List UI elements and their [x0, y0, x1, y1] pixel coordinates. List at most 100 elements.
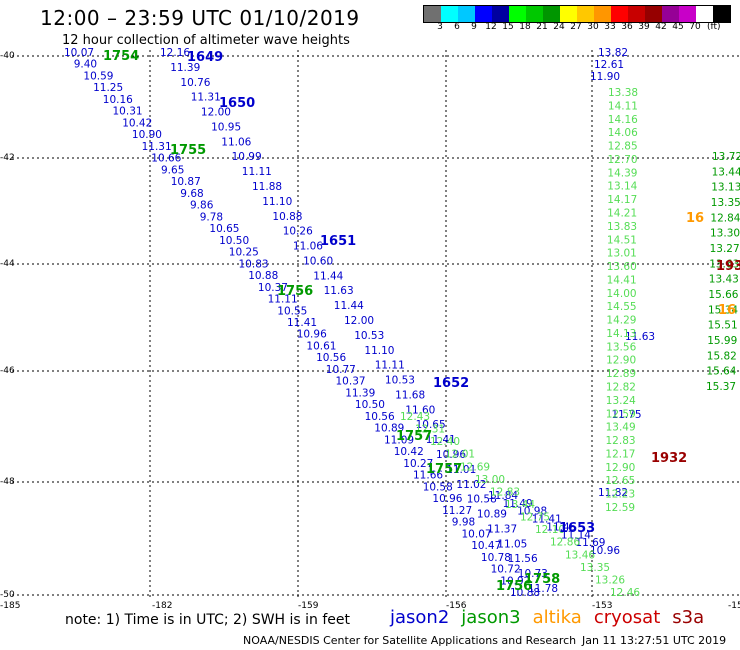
legend-swatch	[441, 6, 458, 22]
wave-height-value: 13.49	[606, 422, 636, 434]
legend-swatch	[560, 6, 577, 22]
legend-swatch	[662, 6, 679, 22]
lat-tick-label: -44	[0, 259, 15, 269]
legend-label: 33	[604, 22, 616, 32]
legend-label: 15	[502, 22, 514, 32]
wave-height-value: 10.61	[306, 341, 336, 353]
wave-height-value: 14.17	[607, 194, 637, 206]
satellite-name: s3a	[672, 607, 705, 628]
wave-height-value: 11.78	[528, 583, 558, 595]
legend-label: 3	[437, 22, 443, 32]
satellite-legend: jason2 jason3 altika cryosat s3a	[390, 607, 716, 628]
legend-swatch	[594, 6, 611, 22]
wave-height-value: 14.21	[607, 208, 637, 220]
wave-height-value: 14.29	[606, 315, 636, 327]
wave-height-value: 10.96	[297, 329, 327, 341]
pass-time-label: 16	[718, 303, 736, 318]
pass-time-label: 1757	[396, 429, 432, 444]
wave-height-value: 13.24	[606, 395, 636, 407]
wave-height-value: 12.01	[445, 449, 475, 461]
wave-height-value: 10.88	[510, 587, 540, 599]
wave-height-value: 9.86	[190, 200, 214, 212]
wave-height-value: 11.41	[426, 434, 456, 446]
legend-label: 18	[519, 22, 531, 32]
pass-time-label: 1650	[219, 96, 255, 111]
wave-height-value: 15.37	[706, 381, 736, 393]
pass-time-label: 1651	[320, 234, 356, 249]
wave-height-value: 13.13	[711, 182, 740, 194]
wave-height-value: 10.37	[336, 376, 366, 388]
wave-height-value: 13.83	[607, 221, 637, 233]
wave-height-value: 10.83	[239, 258, 269, 270]
wave-height-value: 10.90	[132, 129, 162, 141]
legend-unit: (ft)	[707, 22, 721, 32]
wave-height-value: 14.39	[607, 167, 637, 179]
wave-height-value: 10.16	[103, 94, 133, 106]
wave-height-value: 11.82	[598, 487, 628, 499]
lon-tick-label: -185	[0, 601, 21, 611]
wave-height-value: 10.66	[151, 153, 181, 165]
wave-height-value: 10.26	[283, 226, 313, 238]
wave-height-value: 10.87	[171, 176, 201, 188]
wave-height-value: 12.65	[605, 475, 635, 487]
wave-height-value: 10.27	[403, 458, 433, 470]
wave-height-value: 15.82	[707, 350, 737, 362]
legend-swatch	[696, 6, 713, 22]
wave-height-value: 12.59	[606, 408, 636, 420]
legend-swatch	[543, 6, 560, 22]
wave-height-value: 10.07	[462, 528, 492, 540]
wave-height-value: 10.60	[303, 255, 333, 267]
wave-height-value: 10.95	[211, 121, 241, 133]
legend-label: 42	[655, 22, 667, 32]
wave-height-value: 13.60	[607, 261, 637, 273]
legend-swatch	[424, 6, 441, 22]
wave-height-value: 14.55	[607, 301, 637, 313]
wave-height-value: 12.00	[201, 107, 231, 119]
wave-height-value: 10.53	[385, 375, 415, 387]
wave-height-value: 11.68	[395, 389, 425, 401]
wave-height-value: 11.45	[546, 521, 576, 533]
pass-time-label: 1756	[277, 284, 313, 299]
wave-height-value: 12.31	[415, 424, 445, 436]
wave-height-value: 12.84	[710, 212, 740, 224]
wave-height-value: 10.92	[500, 575, 530, 587]
wave-height-value: 11.05	[497, 538, 527, 550]
legend-swatch	[475, 6, 492, 22]
lat-tick-label: -46	[0, 366, 15, 376]
legend-swatch	[492, 6, 509, 22]
wave-height-value: 12.40	[430, 436, 460, 448]
wave-height-value: 13.00	[475, 474, 505, 486]
lon-tick-label: -150	[728, 601, 740, 611]
pass-time-label: 1758	[524, 572, 560, 587]
wave-height-value: 12.83	[606, 435, 636, 447]
map-subtitle: 12 hour collection of altimeter wave hei…	[62, 33, 350, 48]
wave-height-value: 12.69	[460, 461, 490, 473]
wave-height-value: 10.50	[355, 399, 385, 411]
wave-height-value: 12.75	[520, 512, 550, 524]
wave-height-value: 10.50	[219, 235, 249, 247]
legend-label: 27	[570, 22, 582, 32]
wave-height-value: 13.30	[710, 228, 740, 240]
lon-tick-label: -153	[592, 601, 613, 611]
pass-time-label: 193	[716, 259, 740, 274]
wave-height-value: 10.88	[248, 270, 278, 282]
wave-height-value: 9.78	[200, 211, 223, 223]
wave-height-value: 14.16	[608, 114, 638, 126]
wave-height-value: 10.96	[590, 545, 620, 557]
wave-height-value: 11.37	[487, 523, 517, 535]
wave-height-value: 12.23	[605, 489, 635, 501]
wave-height-value: 14.00	[607, 288, 637, 300]
wave-height-value: 10.77	[326, 364, 356, 376]
wave-height-value: 10.73	[518, 568, 548, 580]
wave-height-value: 9.40	[74, 59, 97, 71]
lat-tick-label: -48	[0, 477, 15, 487]
wave-height-value: 14.41	[607, 274, 637, 286]
wave-height-value: 10.89	[374, 423, 404, 435]
pass-time-label: 1653	[559, 521, 595, 536]
wave-height-value: 11.02	[456, 479, 486, 491]
lat-tick-label: -40	[0, 51, 15, 61]
legend-swatch	[628, 6, 645, 22]
wave-height-value: 9.65	[161, 164, 184, 176]
wave-height-value: 12.10	[535, 524, 565, 536]
wave-height-value: 14.11	[608, 100, 638, 112]
